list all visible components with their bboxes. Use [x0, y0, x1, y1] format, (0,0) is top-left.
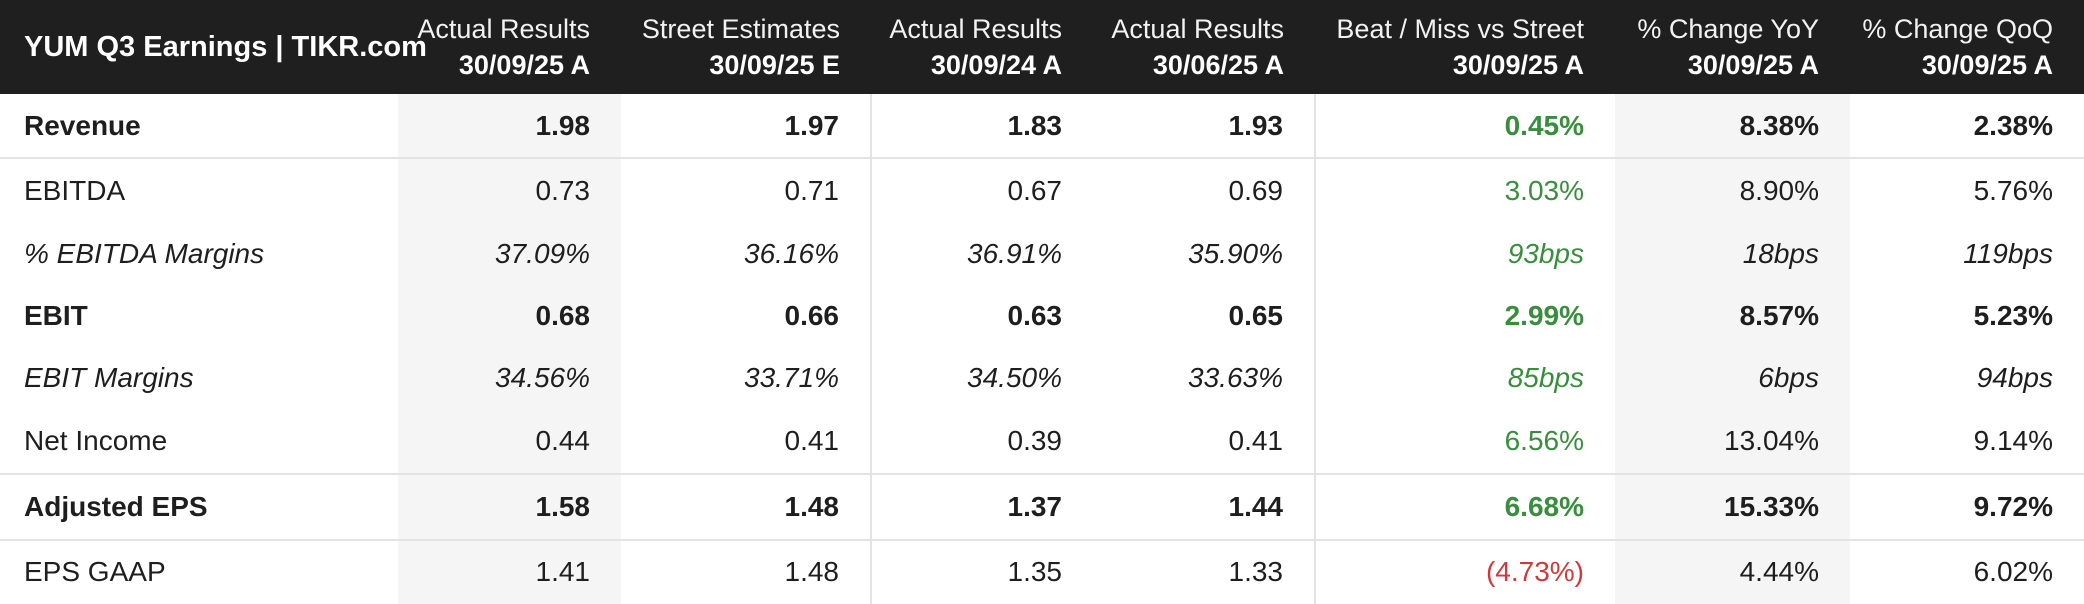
cell-change-qoq: 119bps: [1963, 237, 2053, 269]
cell-change-yoy: 8.90%: [1615, 157, 1850, 223]
cell-actual-current: 1.41: [398, 538, 621, 604]
column-period-label: Beat / Miss vs Street: [1336, 13, 1584, 44]
cell-actual-prior-quarter: 33.63%: [1093, 347, 1316, 410]
cell-actual-prior-year: 34.50%: [967, 362, 1062, 394]
column-period-label: Street Estimates: [641, 13, 840, 44]
cell-actual-current: 0.68: [398, 284, 621, 348]
cell-actual-prior-quarter: 35.90%: [1093, 222, 1316, 285]
column-date-label: 30/09/25 E: [709, 49, 840, 80]
cell-actual-prior-year: 1.83: [1007, 109, 1063, 141]
column-date-label: 30/09/24 A: [930, 49, 1062, 80]
table-title: YUM Q3 Earnings | TIKR.com: [0, 0, 427, 94]
cell-change-yoy: 18bps: [1615, 222, 1850, 285]
cell-actual-prior-quarter: 0.65: [1093, 284, 1316, 348]
cell-actual-prior-quarter: 0.69: [1093, 157, 1316, 223]
cell-change-qoq: 94bps: [1976, 362, 2053, 394]
cell-street-estimate: 1.48: [621, 472, 872, 540]
row-label: Revenue: [24, 109, 141, 141]
column-header-beat-miss: Beat / Miss vs Street 30/09/25 A: [1315, 0, 1615, 94]
table-row: Net Income 0.44 0.41 0.39 0.41 6.56% 13.…: [0, 409, 2084, 474]
cell-change-yoy: 8.38%: [1615, 94, 1850, 159]
table-body: Revenue 1.98 1.97 1.83 1.93 0.45% 8.38% …: [0, 94, 2084, 604]
cell-change-qoq: 6.02%: [1850, 538, 2084, 604]
cell-change-yoy: 6bps: [1615, 347, 1850, 410]
cell-actual-prior-year: 1.37: [871, 472, 1093, 540]
column-period-label: % Change QoQ: [1862, 13, 2053, 44]
row-label: Net Income: [24, 424, 168, 456]
cell-change-yoy: 13.04%: [1615, 409, 1850, 474]
row-label: EBIT Margins: [24, 362, 194, 394]
cell-beat-miss: 0.45%: [1504, 109, 1584, 141]
column-period-label: Actual Results: [889, 13, 1062, 44]
column-header-change-yoy: % Change YoY 30/09/25 A: [1615, 0, 1850, 94]
cell-beat-miss: 3.03%: [1315, 157, 1615, 223]
cell-actual-prior-quarter: 1.44: [1093, 472, 1316, 540]
cell-change-qoq: 2.38%: [1973, 109, 2053, 141]
table-row: Adjusted EPS 1.58 1.48 1.37 1.44 6.68% 1…: [0, 472, 2084, 540]
table-row: EBIT 0.68 0.66 0.63 0.65 2.99% 8.57% 5.2…: [0, 284, 2084, 348]
cell-change-yoy: 8.57%: [1615, 284, 1850, 348]
cell-street-estimate: 0.41: [621, 409, 872, 474]
column-date-label: 30/06/25 A: [1152, 49, 1284, 80]
cell-actual-prior-year: 0.67: [871, 157, 1093, 223]
table-row: EBITDA 0.73 0.71 0.67 0.69 3.03% 8.90% 5…: [0, 157, 2084, 223]
cell-beat-miss: 6.56%: [1504, 424, 1584, 456]
column-period-label: Actual Results: [417, 13, 590, 44]
column-header-actual-current: Actual Results 30/09/25 A: [398, 0, 621, 94]
column-header-actual-prior-quarter: Actual Results 30/06/25 A: [1093, 0, 1315, 94]
cell-actual-prior-year: 0.63: [1007, 299, 1063, 331]
column-date-label: 30/09/25 A: [1687, 49, 1819, 80]
column-period-label: % Change YoY: [1637, 13, 1819, 44]
column-period-label: Actual Results: [1111, 13, 1284, 44]
cell-change-yoy: 4.44%: [1615, 538, 1850, 604]
row-label: EPS GAAP: [0, 538, 398, 604]
cell-beat-miss: 2.99%: [1504, 299, 1584, 331]
table-row: EBIT Margins 34.56% 33.71% 34.50% 33.63%…: [0, 347, 2084, 410]
header-row: YUM Q3 Earnings | TIKR.com Actual Result…: [0, 0, 2084, 94]
cell-change-qoq: 9.72%: [1850, 472, 2084, 540]
column-header-street-estimates: Street Estimates 30/09/25 E: [621, 0, 871, 94]
cell-actual-current: 1.58: [398, 472, 621, 540]
row-label: Adjusted EPS: [0, 472, 398, 540]
column-header-change-qoq: % Change QoQ 30/09/25 A: [1850, 0, 2084, 94]
cell-change-qoq: 5.76%: [1850, 157, 2084, 223]
cell-actual-current: 34.56%: [398, 347, 621, 410]
cell-street-estimate: 33.71%: [621, 347, 872, 410]
cell-actual-prior-year: 1.35: [871, 538, 1093, 604]
column-date-label: 30/09/25 A: [1452, 49, 1584, 80]
cell-actual-prior-year: 0.39: [1007, 424, 1063, 456]
cell-beat-miss: (4.73%): [1315, 538, 1615, 604]
cell-street-estimate: 0.71: [621, 157, 872, 223]
cell-beat-miss: 6.68%: [1315, 472, 1615, 540]
table-header: YUM Q3 Earnings | TIKR.com Actual Result…: [0, 0, 2084, 94]
cell-street-estimate: 1.48: [621, 538, 872, 604]
cell-actual-prior-quarter: 1.93: [1093, 94, 1316, 159]
column-date-label: 30/09/25 A: [458, 49, 590, 80]
cell-actual-current: 0.44: [398, 409, 621, 474]
cell-actual-prior-year: 36.91%: [967, 237, 1062, 269]
column-date-label: 30/09/25 A: [1921, 49, 2053, 80]
row-label: EBIT: [24, 299, 88, 331]
table-row: Revenue 1.98 1.97 1.83 1.93 0.45% 8.38% …: [0, 94, 2084, 159]
cell-actual-prior-quarter: 0.41: [1093, 409, 1316, 474]
cell-street-estimate: 0.66: [621, 284, 872, 348]
column-header-actual-prior-year: Actual Results 30/09/24 A: [871, 0, 1093, 94]
cell-change-qoq: 9.14%: [1973, 424, 2053, 456]
table-row: % EBITDA Margins 37.09% 36.16% 36.91% 35…: [0, 222, 2084, 285]
cell-change-qoq: 5.23%: [1973, 299, 2053, 331]
cell-actual-current: 37.09%: [398, 222, 621, 285]
row-label: EBITDA: [0, 157, 398, 223]
cell-change-yoy: 15.33%: [1615, 472, 1850, 540]
cell-actual-current: 0.73: [398, 157, 621, 223]
row-label: % EBITDA Margins: [24, 237, 265, 269]
cell-beat-miss: 93bps: [1507, 237, 1584, 269]
cell-actual-current: 1.98: [398, 94, 621, 159]
cell-beat-miss: 85bps: [1507, 362, 1584, 394]
table-row: EPS GAAP 1.41 1.48 1.35 1.33 (4.73%) 4.4…: [0, 538, 2084, 604]
cell-actual-prior-quarter: 1.33: [1093, 538, 1316, 604]
cell-street-estimate: 36.16%: [621, 222, 872, 285]
cell-street-estimate: 1.97: [621, 94, 872, 159]
